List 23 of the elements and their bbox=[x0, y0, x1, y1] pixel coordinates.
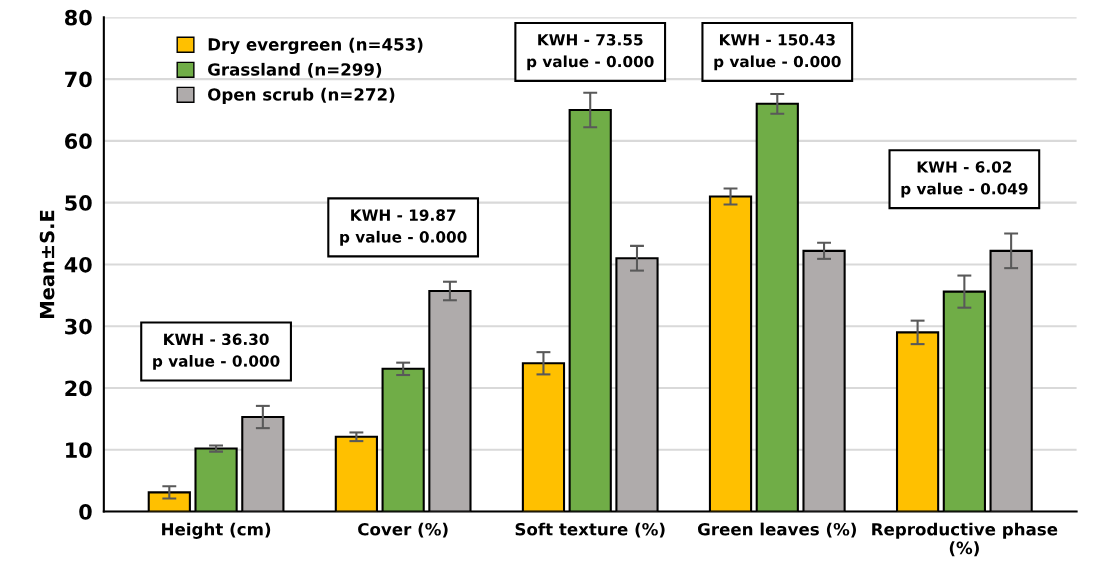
y-tick-label: 60 bbox=[65, 133, 92, 150]
annotation: KWH - 150.43 p value - 0.000 bbox=[714, 33, 841, 71]
legend-label: Dry evergreen (n=453) bbox=[208, 37, 423, 55]
annotation: KWH - 6.02 p value - 0.049 bbox=[901, 161, 1028, 198]
legend-label: Grassland (n=299) bbox=[208, 62, 382, 78]
x-tick-label: Cover (%) bbox=[358, 522, 448, 538]
y-axis-title: Mean±S.E bbox=[39, 210, 55, 318]
annotation: KWH - 36.30 p value - 0.000 bbox=[153, 333, 280, 370]
y-tick-label: 80 bbox=[65, 9, 92, 26]
y-tick-label: 20 bbox=[65, 380, 92, 397]
x-tick-label: Green leaves (%) bbox=[697, 522, 856, 538]
legend-label: Open scrub (n=272) bbox=[208, 87, 395, 104]
x-tick-label: Reproductive phase (%) bbox=[872, 522, 1058, 557]
annotation: KWH - 73.55 p value - 0.000 bbox=[527, 33, 654, 71]
y-tick-label: 30 bbox=[65, 318, 92, 335]
y-tick-label: 70 bbox=[65, 71, 92, 88]
annotation: KWH - 19.87 p value - 0.000 bbox=[340, 209, 467, 246]
y-tick-label: 0 bbox=[79, 503, 92, 520]
x-tick-label: Soft texture (%) bbox=[515, 522, 665, 538]
x-tick-label: Height (cm) bbox=[162, 522, 271, 539]
y-tick-label: 50 bbox=[65, 195, 92, 211]
y-tick-label: 10 bbox=[66, 442, 92, 458]
y-tick-label: 40 bbox=[64, 256, 92, 273]
